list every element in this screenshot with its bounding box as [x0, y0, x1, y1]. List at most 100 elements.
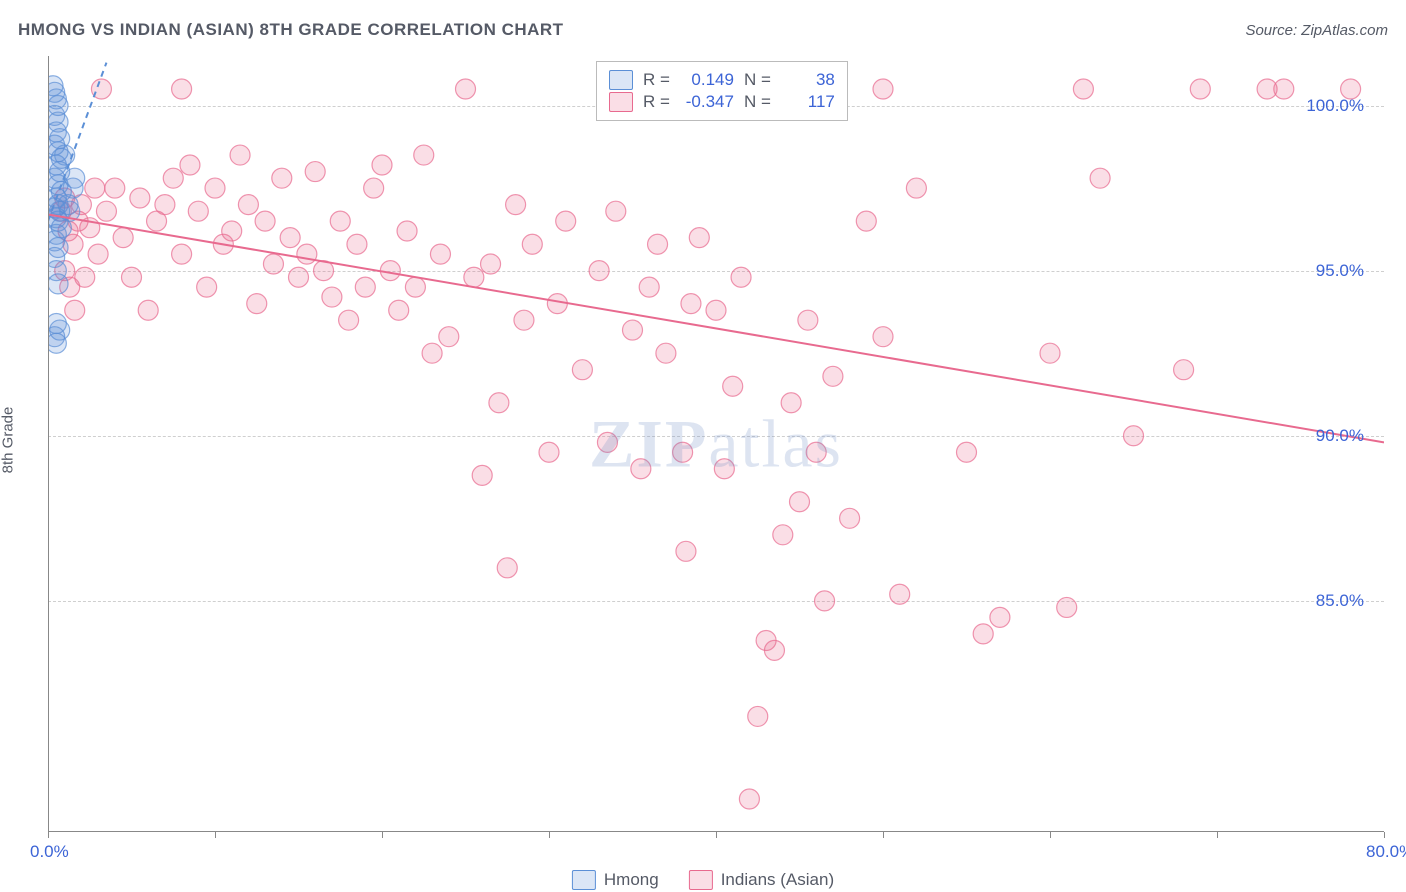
scatter-point	[764, 640, 784, 660]
scatter-point	[739, 789, 759, 809]
scatter-point	[1073, 79, 1093, 99]
scatter-point	[456, 79, 476, 99]
scatter-point	[414, 145, 434, 165]
scatter-point	[122, 267, 142, 287]
scatter-point	[1040, 343, 1060, 363]
legend-n-value: 38	[781, 70, 835, 90]
scatter-point	[347, 234, 367, 254]
scatter-point	[305, 162, 325, 182]
scatter-point	[957, 442, 977, 462]
scatter-point	[172, 79, 192, 99]
scatter-point	[48, 333, 66, 353]
scatter-point	[297, 244, 317, 264]
scatter-point	[85, 178, 105, 198]
scatter-point	[197, 277, 217, 297]
scatter-point	[322, 287, 342, 307]
scatter-point	[606, 201, 626, 221]
scatter-point	[572, 360, 592, 380]
scatter-point	[676, 541, 696, 561]
scatter-point	[464, 267, 484, 287]
scatter-point	[806, 442, 826, 462]
scatter-point	[597, 432, 617, 452]
scatter-point	[798, 310, 818, 330]
square-icon	[609, 70, 633, 90]
scatter-point	[815, 591, 835, 611]
scatter-point	[222, 221, 242, 241]
x-tick	[549, 832, 550, 838]
scatter-point	[773, 525, 793, 545]
scatter-point	[489, 393, 509, 413]
scatter-point	[547, 294, 567, 314]
scatter-point	[289, 267, 309, 287]
scatter-point	[1190, 79, 1210, 99]
scatter-point	[230, 145, 250, 165]
scatter-point	[906, 178, 926, 198]
correlation-legend: R =0.149N =38R =-0.347N =117	[596, 61, 848, 121]
y-tick-label: 95.0%	[1316, 261, 1364, 281]
legend-r-value: 0.149	[680, 70, 734, 90]
scatter-point	[172, 244, 192, 264]
scatter-point	[731, 267, 751, 287]
legend-r-label: R =	[643, 92, 670, 112]
scatter-point	[781, 393, 801, 413]
x-tick	[48, 832, 49, 838]
scatter-point	[539, 442, 559, 462]
scatter-point	[497, 558, 517, 578]
scatter-point	[873, 79, 893, 99]
scatter-point	[430, 244, 450, 264]
y-tick-label: 85.0%	[1316, 591, 1364, 611]
scatter-point	[748, 706, 768, 726]
scatter-point	[48, 274, 68, 294]
scatter-point	[840, 508, 860, 528]
scatter-point	[88, 244, 108, 264]
scatter-point	[75, 267, 95, 287]
chart-title: HMONG VS INDIAN (ASIAN) 8TH GRADE CORREL…	[18, 20, 564, 40]
scatter-point	[188, 201, 208, 221]
square-icon	[609, 92, 633, 112]
legend-r-value: -0.347	[680, 92, 734, 112]
scatter-point	[65, 300, 85, 320]
x-tick-label: 80.0%	[1366, 842, 1406, 862]
legend-label: Hmong	[604, 870, 659, 890]
scatter-point	[372, 155, 392, 175]
scatter-point	[790, 492, 810, 512]
scatter-point	[723, 376, 743, 396]
scatter-point	[589, 261, 609, 281]
scatter-point	[205, 178, 225, 198]
scatter-point	[339, 310, 359, 330]
scatter-point	[180, 155, 200, 175]
scatter-point	[481, 254, 501, 274]
scatter-point	[96, 201, 116, 221]
scatter-point	[656, 343, 676, 363]
scatter-svg	[48, 56, 1384, 832]
square-icon	[572, 870, 596, 890]
legend-row: R =-0.347N =117	[609, 92, 835, 112]
legend-r-label: R =	[643, 70, 670, 90]
y-tick-label: 100.0%	[1306, 96, 1364, 116]
scatter-point	[673, 442, 693, 462]
scatter-point	[355, 277, 375, 297]
scatter-point	[623, 320, 643, 340]
legend-n-label: N =	[744, 70, 771, 90]
scatter-point	[238, 195, 258, 215]
scatter-point	[1274, 79, 1294, 99]
axis-left	[48, 56, 49, 832]
scatter-point	[681, 294, 701, 314]
trend-line	[48, 215, 1384, 443]
scatter-point	[1124, 426, 1144, 446]
scatter-point	[1057, 597, 1077, 617]
scatter-point	[973, 624, 993, 644]
scatter-point	[163, 168, 183, 188]
scatter-point	[1090, 168, 1110, 188]
scatter-point	[280, 228, 300, 248]
square-icon	[689, 870, 713, 890]
chart-source: Source: ZipAtlas.com	[1245, 22, 1388, 39]
legend-row: R = 0.149 N = 38	[609, 70, 835, 90]
scatter-point	[990, 607, 1010, 627]
scatter-point	[631, 459, 651, 479]
scatter-point	[439, 327, 459, 347]
scatter-point	[522, 234, 542, 254]
scatter-point	[130, 188, 150, 208]
scatter-point	[422, 343, 442, 363]
scatter-point	[397, 221, 417, 241]
